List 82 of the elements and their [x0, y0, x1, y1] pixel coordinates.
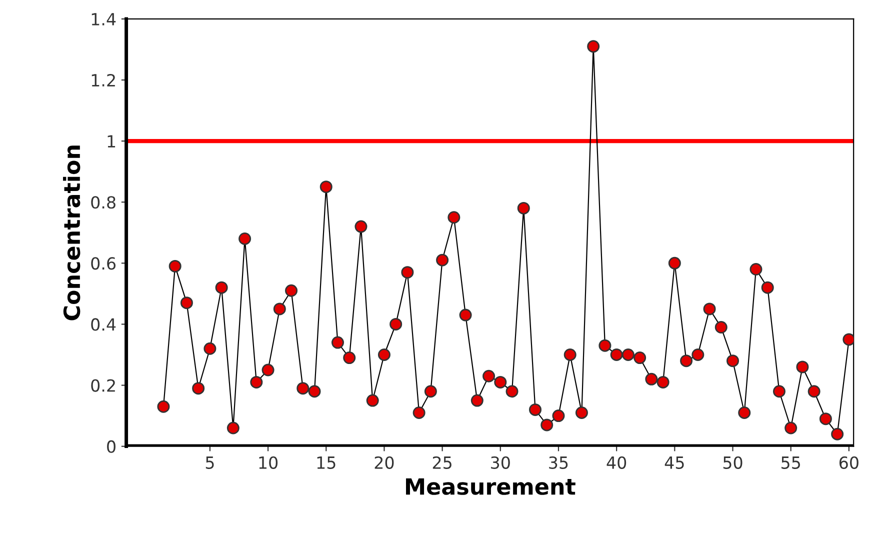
point	[750, 263, 762, 276]
point	[238, 232, 252, 245]
point	[366, 394, 379, 407]
point	[761, 281, 774, 294]
point	[296, 382, 310, 395]
point	[180, 296, 193, 310]
point	[634, 352, 646, 364]
point	[331, 336, 344, 349]
point	[494, 376, 507, 388]
point	[215, 281, 228, 294]
point	[622, 348, 634, 361]
x-tick-label: 35	[549, 456, 568, 469]
point	[250, 376, 263, 388]
point	[587, 40, 600, 53]
point	[226, 422, 240, 434]
point	[703, 302, 716, 316]
point	[482, 370, 496, 382]
point	[424, 385, 437, 398]
point	[354, 220, 368, 233]
x-tick-label: 15	[317, 456, 336, 469]
point	[645, 372, 658, 386]
point	[819, 412, 832, 426]
point	[308, 385, 321, 398]
point	[262, 364, 274, 376]
point	[470, 394, 484, 407]
point	[192, 382, 205, 395]
point	[459, 308, 472, 322]
point	[575, 406, 588, 419]
point	[343, 352, 356, 364]
x-tick-label: 55	[782, 456, 800, 469]
y-tick-label: 0.4	[91, 318, 116, 331]
point	[738, 406, 751, 419]
x-tick-label: 40	[606, 456, 626, 469]
y-tick-label: 0.6	[91, 257, 116, 270]
y-tick-label: 1	[108, 135, 116, 148]
y-tick-label: 0	[107, 440, 116, 453]
point	[656, 376, 670, 388]
point	[506, 385, 518, 398]
point	[668, 256, 681, 270]
point	[796, 360, 809, 374]
x-tick-label: 10	[259, 456, 278, 469]
point	[552, 410, 565, 422]
point	[320, 180, 332, 194]
point	[726, 354, 740, 368]
point	[273, 302, 286, 316]
x-tick-label: 5	[206, 456, 214, 469]
x-tick-label: 20	[374, 456, 394, 469]
point	[714, 321, 728, 334]
y-axis-title: Concentration	[63, 146, 80, 320]
point	[564, 348, 576, 361]
point	[168, 260, 182, 272]
point	[842, 333, 854, 346]
x-tick-label: 60	[839, 456, 858, 469]
y-tick-label: 0.8	[91, 196, 116, 209]
point	[204, 342, 216, 355]
x-axis-title: Measurement	[406, 478, 576, 495]
x-tick-label: 50	[723, 456, 742, 469]
point	[598, 339, 612, 352]
point	[692, 348, 704, 361]
point	[436, 254, 449, 266]
point	[784, 422, 798, 434]
point	[378, 348, 390, 361]
y-tick-label: 1.4	[92, 13, 116, 26]
point	[412, 406, 426, 419]
point	[528, 403, 542, 416]
point	[831, 428, 844, 440]
point	[540, 418, 554, 432]
x-tick-label: 25	[432, 456, 452, 469]
point	[390, 318, 402, 330]
point	[610, 348, 623, 361]
point	[680, 354, 693, 368]
x-tick-label: 45	[664, 456, 684, 469]
point	[285, 284, 298, 297]
point	[808, 385, 820, 398]
y-tick-label: 0.2	[91, 379, 115, 392]
point	[517, 202, 530, 214]
x-tick-label: 30	[491, 456, 510, 469]
point	[401, 266, 414, 279]
point	[157, 400, 170, 413]
point	[772, 385, 786, 398]
point	[448, 211, 460, 224]
y-tick-label: 1.2	[92, 74, 115, 86]
